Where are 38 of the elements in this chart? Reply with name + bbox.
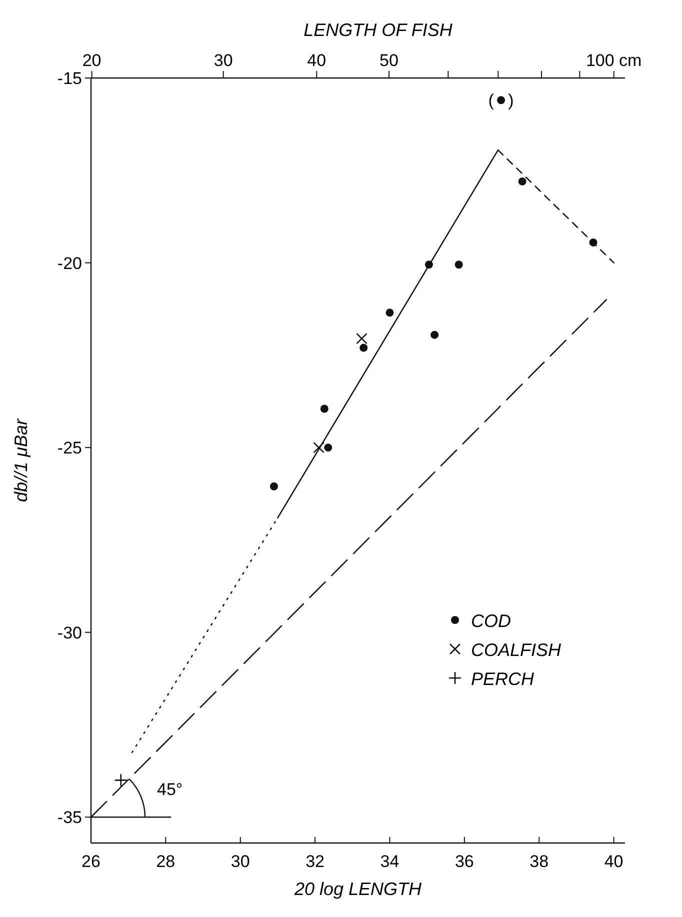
annotation: 45° [157,780,183,800]
legend-label: COALFISH [471,640,562,660]
legend-label: PERCH [471,669,536,689]
x2-tick-label: 50 [380,51,398,70]
x2-tick-label: 30 [214,51,233,70]
point [324,444,332,452]
y-tick-label: -25 [57,438,82,458]
x-tick-label: 34 [380,852,400,871]
point [497,96,506,104]
x2-tick-label: 40 [307,51,326,70]
point [518,177,526,186]
point [356,332,368,344]
x2-tick-label: 20 [82,51,102,70]
x-tick-label: 28 [156,852,176,871]
x-tick-label: 38 [530,852,549,871]
x-tick-label: 36 [454,852,474,871]
y-tick-label: -20 [57,254,82,273]
y-tick-label: -30 [57,623,82,642]
y-axis-title: db//1 μBar [11,418,31,502]
point [270,482,278,490]
x2-tick-label: 100 cm [586,51,642,70]
y-tick-label: -15 [57,69,82,88]
x-tick-label: 26 [82,852,100,871]
point [454,260,463,269]
x-tick-label: 30 [230,852,250,871]
point [320,404,328,413]
point [430,330,439,339]
x-tick-label: 40 [604,852,624,871]
x2-axis-title: LENGTH OF FISH [304,20,454,40]
y-tick-label: -35 [57,808,82,828]
annotation: ( ) [488,91,514,110]
x-tick-label: 32 [306,852,325,871]
legend-label: COD [471,611,511,631]
point [386,308,394,317]
point [313,442,324,454]
point [114,774,128,787]
point [360,344,368,352]
x-axis-title: 20 log LENGTH [293,879,423,899]
